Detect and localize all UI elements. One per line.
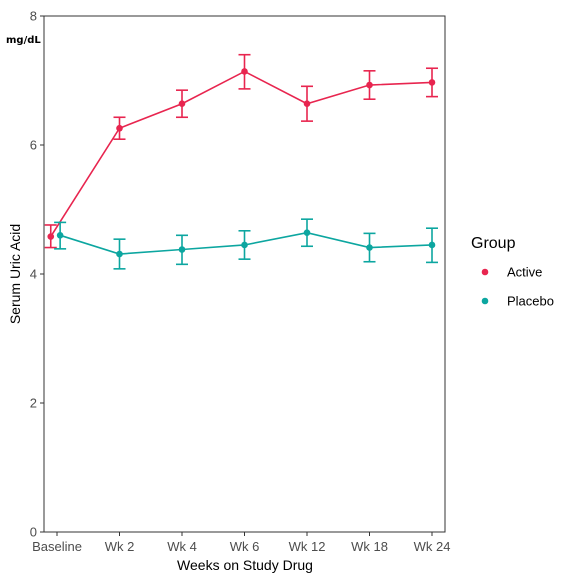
active-line	[50, 70, 433, 238]
x-tick-label: Wk 12	[289, 539, 326, 554]
y-axis-title: Serum Uric Acid	[7, 224, 23, 324]
active-point	[241, 68, 248, 75]
placebo-point	[241, 241, 248, 249]
y-tick-label: 2	[30, 396, 37, 411]
y-tick-label: 4	[30, 267, 37, 282]
series-layer	[44, 53, 438, 270]
series-active	[44, 53, 438, 249]
x-tick-label: Wk 4	[167, 539, 197, 554]
legend-label-placebo: Placebo	[507, 294, 554, 309]
unit-label: mg/dL	[6, 35, 41, 46]
active-point	[178, 100, 186, 108]
x-tick-label: Wk 18	[351, 539, 388, 554]
x-tick-label: Baseline	[32, 539, 82, 554]
y-tick-label: 8	[30, 9, 37, 24]
legend-key-placebo	[481, 297, 489, 305]
x-tick-label: Wk 2	[105, 539, 135, 554]
legend-title: Group	[471, 235, 516, 252]
active-point	[116, 124, 123, 132]
legend: Group Active Placebo	[471, 235, 554, 309]
y-tick-label: 6	[30, 138, 37, 153]
placebo-point	[366, 244, 373, 251]
active-point	[366, 81, 373, 89]
y-axis: 0 2 4 6 8	[30, 9, 44, 540]
x-axis-title: Weeks on Study Drug	[177, 557, 313, 573]
x-axis: Baseline Wk 2 Wk 4 Wk 6 Wk 12 Wk 18 Wk 24	[32, 532, 450, 554]
active-point	[303, 100, 311, 108]
active-point	[47, 233, 55, 240]
placebo-point	[303, 229, 311, 237]
x-tick-label: Wk 6	[230, 539, 260, 554]
placebo-point	[178, 246, 186, 253]
placebo-point	[428, 241, 436, 249]
x-tick-label: Wk 24	[414, 539, 451, 554]
legend-label-active: Active	[507, 265, 542, 280]
placebo-point	[116, 250, 123, 258]
plot-panel-border	[43, 15, 446, 533]
y-tick-label: 0	[30, 525, 37, 540]
series-placebo	[54, 218, 438, 270]
placebo-point	[56, 232, 64, 239]
legend-key-active	[481, 268, 489, 276]
active-point	[428, 79, 436, 86]
